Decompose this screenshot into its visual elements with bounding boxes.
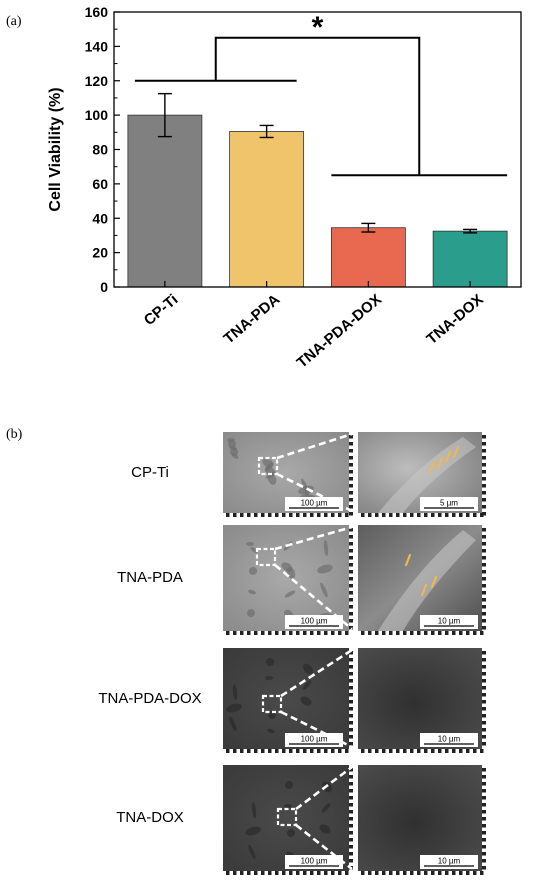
sem-row-label: TNA-DOX [116, 809, 184, 826]
scale-bar-label: 10 µm [438, 735, 461, 744]
bar-tna-dox [432, 230, 508, 288]
sem-row-label: TNA-PDA-DOX [98, 689, 202, 707]
zoom-line [295, 765, 353, 811]
scale-bar-label: 10 µm [438, 857, 461, 866]
yellow-arrow-icon [430, 575, 438, 589]
y-axis-label: Cell Viability (%) [47, 87, 64, 211]
bar-tna-pda [229, 131, 305, 288]
zoom-box [255, 547, 277, 567]
zoom-line [280, 710, 353, 749]
panel-b-label: (b) [6, 427, 23, 442]
scale-bar-label: 5 µm [440, 499, 458, 508]
yellow-arrow-icon [444, 450, 452, 464]
sem-row-label: CP-Ti [131, 463, 169, 481]
y-tick-label: 20 [92, 245, 108, 261]
bar-cp-ti [127, 114, 203, 288]
y-tick-label: 120 [85, 73, 109, 89]
panel-a-label: (a) [6, 14, 22, 29]
scale-bar-label: 10 µm [438, 617, 461, 626]
y-tick-label: 80 [92, 142, 108, 158]
yellow-arrow-icon [436, 456, 444, 470]
zoom-line [274, 525, 353, 551]
sem-row-tna-pda: 100 µm 10 µm [223, 525, 486, 635]
y-tick-label: 100 [85, 107, 109, 123]
y-tick-label: 160 [85, 4, 109, 20]
yellow-arrow-icon [452, 445, 460, 459]
scale-bar-label: 100 µm [301, 735, 328, 744]
yellow-arrow-icon [404, 553, 412, 567]
sem-row-cp-ti: 100 µm 5 µm [223, 432, 486, 517]
yellow-arrow-icon [428, 460, 436, 474]
scale-bar-label: 100 µm [301, 857, 328, 866]
zoom-line [276, 432, 353, 460]
sem-row-tna-dox: 100 µm 10 µm [223, 765, 486, 875]
significance-asterisk: * [312, 11, 324, 44]
y-tick-label: 140 [85, 38, 109, 54]
yellow-arrow-icon [420, 583, 428, 597]
scale-bar-label: 100 µm [301, 499, 328, 508]
zoom-box [261, 694, 283, 714]
y-tick-label: 60 [92, 176, 108, 192]
sem-row-label: TNA-PDA [117, 569, 183, 586]
zoom-line [280, 648, 353, 698]
zoom-box [257, 456, 279, 476]
y-tick-label: 0 [100, 279, 108, 295]
y-tick-label: 40 [92, 210, 108, 226]
sem-image-high-mag [358, 765, 482, 871]
zoom-box [276, 807, 298, 827]
significance-connector [214, 36, 421, 176]
sem-row-tna-pda-dox: 100 µm 10 µm [223, 648, 486, 753]
scale-bar-label: 100 µm [301, 617, 328, 626]
sem-image-high-mag [358, 648, 482, 749]
